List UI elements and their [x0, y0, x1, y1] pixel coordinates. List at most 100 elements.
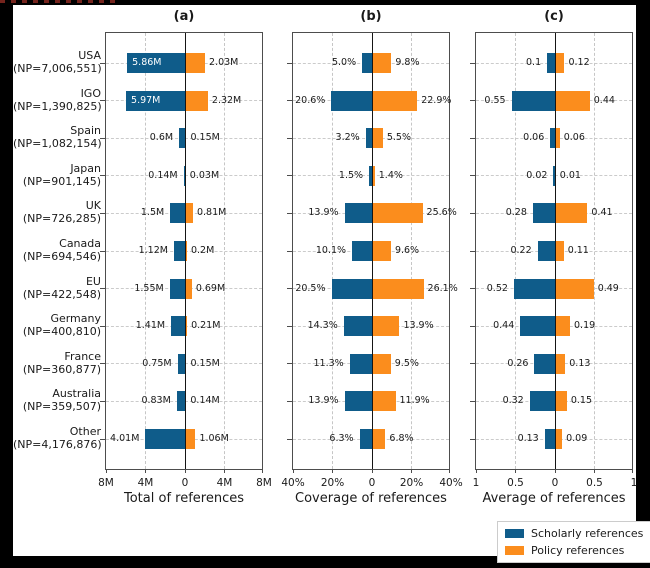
zero-axis-line	[554, 33, 556, 469]
scholarly-bar	[171, 316, 185, 337]
x-tick-label: 1	[630, 477, 638, 489]
policy-bar	[372, 203, 423, 224]
policy-value-label: 0.15M	[190, 132, 220, 144]
scholarly-value-label: 13.9%	[308, 395, 339, 407]
category-np-count: (NP=7,006,551)	[13, 62, 102, 75]
legend: Scholarly references Policy references	[497, 521, 650, 563]
axis-tick	[287, 137, 292, 139]
scholarly-value-label: 0.28	[505, 207, 527, 219]
scholarly-value-label: 5.0%	[331, 57, 357, 68]
legend-item-policy: Policy references	[505, 544, 643, 557]
category-label: Australia (NP=359,507)	[13, 387, 101, 413]
scholarly-bar	[352, 241, 372, 261]
policy-bar	[372, 128, 383, 149]
scholarly-bar	[179, 128, 185, 149]
scholarly-bar	[331, 90, 372, 111]
scholarly-value-label: 1.55M	[134, 282, 164, 294]
scholarly-bar	[331, 278, 372, 299]
policy-value-label: 1.4%	[378, 169, 403, 181]
scholarly-bar	[183, 165, 185, 186]
category-label: UK (NP=726,285)	[13, 199, 101, 225]
scholarly-value-label: 11.3%	[313, 357, 344, 369]
category-np-count: (NP=4,176,876)	[13, 438, 102, 451]
x-tick-label: 40%	[439, 477, 463, 489]
x-tick-label: 4M	[137, 477, 154, 489]
policy-bar	[372, 241, 391, 261]
x-tick-label: 8M	[98, 477, 114, 489]
axis-tick	[470, 137, 475, 139]
policy-value-label: 0.81M	[196, 207, 227, 219]
policy-value-label: 2.03M	[209, 57, 239, 68]
axis-tick	[100, 400, 105, 402]
policy-value-label: 0.44	[593, 94, 615, 106]
x-tick-label: 0	[368, 477, 376, 489]
x-tick-label: 0.5	[507, 477, 524, 489]
policy-value-label: 5.5%	[386, 132, 411, 144]
axis-tick	[100, 288, 105, 290]
category-name: IGO	[80, 86, 101, 100]
scholarly-value-label: 0.55	[484, 94, 506, 106]
axis-tick	[470, 175, 475, 177]
scholarly-bar	[511, 90, 555, 111]
axis-tick	[594, 469, 595, 473]
category-label: IGO (NP=1,390,825)	[13, 86, 102, 113]
policy-value-label: 0.19	[574, 320, 596, 332]
policy-value-label: 2.32M	[211, 94, 242, 106]
panel-c-plot: 0.1 0.12 0.55 0.44 0.06 0.06 0.02 0.01 0.28 0.41 0…	[470, 32, 637, 489]
policy-value-label: 9.6%	[394, 245, 420, 256]
category-label: USA (NP=7,006,551)	[13, 49, 102, 75]
policy-value-label: 0.13	[569, 357, 591, 369]
legend-label-policy: Policy references	[531, 544, 625, 557]
policy-bar	[372, 429, 386, 449]
scholarly-value-label: 5.97M	[131, 94, 161, 106]
scholarly-bar	[145, 429, 185, 449]
policy-value-label: 0.01	[559, 169, 581, 181]
category-name: Germany	[50, 312, 101, 326]
axis-tick	[470, 62, 475, 64]
category-np-count: (NP=1,390,825)	[13, 99, 102, 113]
policy-bar	[555, 391, 567, 412]
axis-tick	[287, 175, 292, 177]
scholarly-bar	[169, 278, 185, 299]
category-np-count: (NP=422,548)	[22, 287, 101, 301]
scholarly-bar	[544, 429, 555, 449]
axis-tick	[411, 469, 412, 473]
category-label: Germany (NP=400,810)	[13, 312, 101, 338]
policy-bar	[372, 90, 418, 111]
policy-value-label: 11.9%	[399, 395, 430, 407]
category-np-count: (NP=694,546)	[22, 250, 101, 263]
axis-tick	[470, 250, 475, 252]
policy-value-label: 0.2M	[190, 245, 215, 256]
axis-tick	[371, 469, 373, 473]
scholarly-bar	[344, 203, 372, 224]
category-np-count: (NP=359,507)	[22, 400, 101, 414]
category-label: Japan (NP=901,145)	[13, 162, 101, 188]
scholarly-bar	[176, 391, 185, 412]
policy-value-label: 13.9%	[403, 320, 434, 332]
category-name: USA	[78, 49, 101, 62]
scholarly-value-label: 4.01M	[110, 433, 140, 444]
zero-axis-line	[184, 33, 186, 469]
scholarly-bar	[343, 316, 372, 337]
x-tick-label: 0	[181, 477, 189, 489]
policy-value-label: 0.41	[591, 207, 613, 219]
policy-value-label: 0.11	[567, 245, 589, 256]
scholarly-bar	[369, 165, 372, 186]
axis-tick	[100, 212, 105, 214]
policy-bar	[555, 353, 566, 374]
policy-bar	[555, 241, 564, 261]
axis-tick	[448, 469, 450, 473]
axis-tick	[287, 363, 292, 365]
x-tick-label: 4M	[216, 477, 233, 489]
panel-a-plot: 5.86M 2.03M 5.97M 2.32M 0.6M 0.15M 0.14M 0.03M 1…	[98, 32, 272, 489]
policy-bar	[185, 316, 188, 337]
scholarly-bar	[534, 353, 555, 374]
policy-bar	[372, 391, 396, 412]
panel-b-plot: 5.0% 9.8% 20.6% 22.9% 3.2% 5.5% 1.5% 1.4% 13.9% 2…	[281, 32, 463, 489]
category-name: France	[64, 349, 101, 363]
policy-value-label: 26.1%	[427, 282, 458, 294]
x-tick-label: 0.5	[586, 477, 603, 489]
axis-tick	[470, 212, 475, 214]
axis-tick	[100, 137, 105, 139]
axis-tick	[287, 325, 292, 327]
